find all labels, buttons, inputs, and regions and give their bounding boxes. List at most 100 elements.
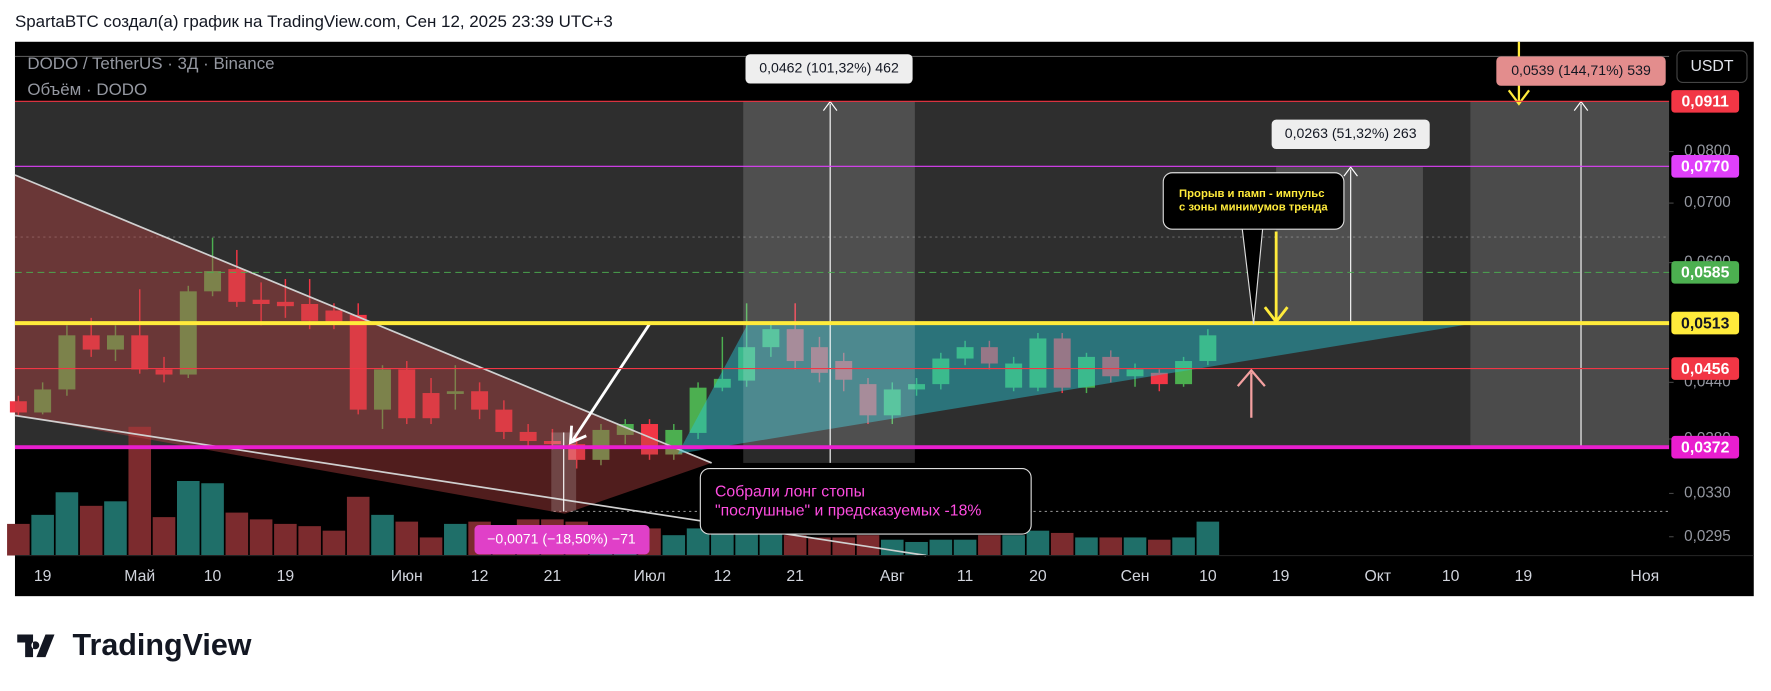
measure-arrow: [1343, 166, 1358, 177]
volume-bar: [152, 517, 176, 556]
candle-body: [58, 335, 76, 390]
legend-volume: Объём · DODO: [27, 80, 147, 99]
callout-text: Собрали лонг стопы: [715, 483, 865, 500]
measure-label: 0,0462 (101,32%) 462: [759, 60, 899, 76]
candle-body: [446, 391, 464, 394]
measure-label: 0,0539 (144,71%) 539: [1511, 62, 1651, 78]
candle-body: [1199, 335, 1217, 362]
x-tick-label: Ноя: [1630, 568, 1659, 585]
level-label: 0,0911: [1681, 94, 1729, 111]
level-label: 0,0513: [1681, 315, 1730, 332]
x-tick-label: 10: [1442, 568, 1460, 585]
volume-bar: [444, 523, 467, 556]
volume-bar: [1050, 532, 1074, 556]
candle-body: [301, 304, 319, 321]
candle-body: [908, 384, 926, 390]
x-tick-label: 20: [1029, 568, 1047, 585]
candle-body: [276, 301, 294, 307]
volume-bar: [1148, 539, 1171, 556]
x-tick-label: 12: [714, 568, 732, 585]
candle-body: [349, 314, 367, 410]
x-tick-label: 19: [277, 568, 295, 585]
candle-body: [616, 424, 634, 435]
candle-body: [1029, 338, 1047, 388]
x-tick-label: 19: [1515, 568, 1533, 585]
volume-bar: [978, 535, 1001, 556]
x-tick-label: 10: [204, 568, 222, 585]
callout-box: [1162, 172, 1345, 230]
candle-body: [131, 335, 149, 370]
level-badge: [1671, 154, 1740, 178]
arrow-head: [1507, 89, 1530, 106]
falling-wedge: [14, 175, 712, 514]
volume-bar: [1123, 537, 1147, 556]
volume-bar: [322, 530, 346, 556]
callout-text: "послушные" и предсказуемых -18%: [715, 503, 981, 520]
measure-label: 0,0263 (51,32%) 263: [1285, 125, 1417, 141]
candle-body: [106, 335, 124, 350]
volume-bar: [1196, 521, 1220, 556]
candle-body: [82, 335, 100, 350]
x-tick-label: Июл: [633, 568, 665, 585]
candle-body: [1102, 356, 1120, 377]
candles: [9, 237, 1217, 469]
callout-text: с зоны минимумов тренда: [1179, 202, 1328, 214]
level-label: 0,0372: [1681, 439, 1730, 456]
volume-bar: [686, 528, 710, 556]
arrow-head: [568, 425, 587, 445]
x-tick-label: Май: [124, 568, 155, 585]
candle-body: [713, 378, 731, 388]
volume-bar: [128, 426, 152, 556]
price-levels: 0,0911 0,0770 0,0585 0,0513 0,0456 0,0372: [14, 90, 1740, 459]
candle-body: [1175, 361, 1193, 385]
volume-bar: [880, 539, 904, 556]
volume-bar: [274, 523, 297, 556]
measure-box: [1470, 101, 1670, 446]
arrow-head: [1236, 368, 1266, 387]
candle-body: [689, 387, 707, 433]
candle-body: [592, 429, 610, 460]
callout-pointer: [1241, 229, 1264, 325]
volume-bar: [104, 501, 127, 556]
x-tick-label: 21: [786, 568, 804, 585]
volume-bar: [832, 537, 856, 556]
header-text: SpartaBTC создал(а) график на TradingVie…: [15, 12, 613, 31]
volume-bar: [929, 539, 953, 556]
candle-body: [422, 393, 440, 419]
level-label: 0,0585: [1681, 265, 1730, 282]
y-tick-label: 0,0295: [1684, 528, 1731, 545]
candle-body: [1150, 372, 1168, 385]
level-badge: [1671, 357, 1740, 380]
volume-bar: [783, 535, 807, 556]
x-tick-label: 19: [34, 568, 52, 585]
candle-body: [1005, 363, 1023, 388]
volume-bar: [1099, 537, 1123, 556]
volume-bar: [7, 523, 30, 556]
x-tick-label: 21: [544, 568, 562, 585]
brand-logo: TradingView: [17, 628, 252, 662]
currency-label[interactable]: USDT: [1690, 58, 1733, 75]
volume-bar: [735, 528, 758, 556]
measure-label: −0,0071 (−18,50%) −71: [487, 530, 636, 546]
volume-bar: [371, 514, 394, 556]
candle-body: [155, 369, 173, 375]
drawings: [14, 41, 1670, 557]
arrow: [571, 323, 651, 442]
candle-body: [543, 441, 561, 445]
x-tick-label: 11: [957, 568, 974, 585]
x-tick-label: Окт: [1364, 568, 1391, 585]
x-tick-label: Авг: [880, 568, 905, 585]
volume-bar: [905, 541, 928, 556]
level-badge: [1671, 311, 1740, 335]
volume-bar: [31, 514, 54, 556]
range-background: [14, 101, 1670, 446]
candle-body: [34, 389, 52, 413]
currency-button[interactable]: [1676, 50, 1748, 83]
volume-bar: [395, 521, 419, 556]
level-badge: [1671, 90, 1740, 113]
candle-body: [1078, 356, 1095, 388]
candle-body: [374, 369, 391, 410]
volume-bar: [1172, 537, 1195, 556]
